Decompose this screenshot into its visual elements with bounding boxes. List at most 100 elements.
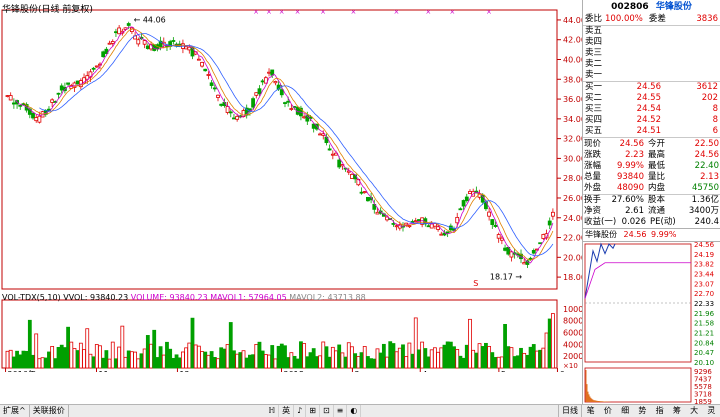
sell-label: 卖三 <box>585 48 603 58</box>
candle-body <box>263 77 268 84</box>
intraday-vol-frame <box>584 367 692 403</box>
volume-bar <box>448 341 453 369</box>
sound-icon[interactable]: ♪ <box>294 405 307 417</box>
volume-bar <box>432 347 437 369</box>
intraday-tick-label: 24.56 <box>694 242 715 249</box>
volume-bar <box>535 350 539 369</box>
tab-trades[interactable]: 笔 <box>586 406 595 415</box>
volume-bar <box>471 349 476 369</box>
volume-bar <box>37 358 42 369</box>
volume-bar <box>397 347 402 369</box>
tab-extend[interactable]: 扩展^ <box>0 405 30 417</box>
price-tick-label: 24.00 <box>563 214 582 223</box>
volume-bar <box>522 352 527 369</box>
candle-body <box>88 71 93 78</box>
buy-row: 买二 24.55 202 <box>583 93 720 104</box>
volume-bar <box>375 348 380 369</box>
volume-bar <box>423 348 428 369</box>
buy-price: 24.55 <box>636 93 661 103</box>
vol-indicator-name[interactable]: VOL-TDX(5,10) <box>2 293 61 302</box>
candle-body <box>538 242 543 245</box>
intraday-vol-tick-label: 5578 <box>694 383 712 391</box>
lang-icon[interactable]: 英 <box>279 405 295 417</box>
tab-trend[interactable]: 势 <box>638 406 647 415</box>
x-tick-label: 5 <box>501 370 506 372</box>
tab-detail[interactable]: 细 <box>621 406 630 415</box>
tab-chips[interactable]: 筹 <box>672 406 681 415</box>
volume-bar <box>477 343 482 369</box>
period-label[interactable]: 日线 <box>558 405 583 417</box>
grid-icon[interactable]: ⊞ <box>306 405 320 417</box>
volume-bar <box>417 349 421 369</box>
volume-bar <box>219 347 224 369</box>
candle-body <box>104 48 109 54</box>
candle-body <box>283 102 287 104</box>
event-marker: × <box>449 8 455 16</box>
candle-body <box>232 117 236 120</box>
volume-tick-label: 2000 <box>563 352 582 361</box>
kline-chart-area[interactable]: 44.00 42.00 40.00 38.00 36.00 34.00 32.00 30.00… <box>0 0 582 372</box>
tab-related-quotes[interactable]: 关联报价 <box>30 405 69 417</box>
intraday-vol-tick-label: 3718 <box>694 391 712 399</box>
sell-label: 卖二 <box>585 59 603 69</box>
price-tick-label: 28.00 <box>563 174 582 183</box>
buy-vol: 3612 <box>696 82 718 92</box>
right-toolbar: 笔 价 细 势 指 筹 大 灵 <box>582 404 720 417</box>
ma10-line <box>23 28 554 261</box>
stat-key: 流通 <box>648 206 666 216</box>
stat-key: 净资 <box>584 206 602 216</box>
candle-body <box>184 46 189 50</box>
intraday-vol-tick-label: 9296 <box>694 368 712 376</box>
price-tick-label: 44.00 <box>563 16 582 25</box>
volume-bar <box>334 350 338 369</box>
tab-indicator[interactable]: 指 <box>655 406 664 415</box>
candle-body <box>551 211 555 217</box>
x-tick-label: 2016年 <box>8 369 36 372</box>
weibi-value: 100.00% <box>605 14 643 24</box>
buy-label: 买一 <box>585 82 603 92</box>
volume-bar <box>362 346 367 369</box>
price-tick-label: 40.00 <box>563 56 582 65</box>
event-marker: × <box>279 8 285 16</box>
volume-bar <box>528 346 533 369</box>
volume-bar <box>114 358 118 369</box>
volume-bar <box>544 332 549 369</box>
tab-big[interactable]: 大 <box>690 406 699 415</box>
volume-bar <box>120 325 125 369</box>
candle-body <box>235 115 240 120</box>
tab-flex[interactable]: 灵 <box>707 406 716 415</box>
buy-price: 24.54 <box>636 104 661 114</box>
volume-bar <box>8 349 13 369</box>
candle-body <box>417 219 421 222</box>
volume-bar <box>244 357 249 369</box>
low-label: 18.17 → <box>490 272 522 281</box>
price-tick-label: 38.00 <box>563 75 582 84</box>
kline-chart-svg[interactable]: 44.00 42.00 40.00 38.00 36.00 34.00 32.00 30.00… <box>0 0 582 372</box>
volume-bar <box>541 347 546 369</box>
stat-value: 2.61 <box>625 206 644 216</box>
stock-name[interactable]: 华锋股份 <box>655 2 692 12</box>
x-tick-label: 11 <box>99 370 109 372</box>
volume-bar <box>257 341 262 369</box>
volume-bar <box>302 343 307 369</box>
volume-bar <box>133 351 137 369</box>
quote-stats: 现价 24.56 今开 22.50 涨跌 2.23 最高 24.56 涨幅 9.99% 最低 22… <box>583 138 720 228</box>
stat-value: 45750 <box>691 183 719 193</box>
volume-bar <box>452 346 456 369</box>
intraday-vol-tick-label: 1859 <box>694 398 712 404</box>
sell-vol <box>661 59 718 70</box>
menu-icon[interactable]: ≡ <box>334 405 348 417</box>
price-tick-label: 20.00 <box>563 253 582 262</box>
window-icon[interactable]: ⊡ <box>320 405 334 417</box>
volume-bar <box>136 358 141 369</box>
toolbar-spacer <box>361 405 558 417</box>
event-marker: × <box>295 8 301 16</box>
candle-body <box>98 63 102 66</box>
stat-key: 最高 <box>648 150 666 160</box>
ime-icon[interactable]: ℍ <box>265 405 280 417</box>
candle-body <box>66 82 71 85</box>
tab-price[interactable]: 价 <box>603 406 612 415</box>
theme-icon[interactable]: ◐ <box>347 405 362 417</box>
stat-key: 换手 <box>584 195 602 205</box>
